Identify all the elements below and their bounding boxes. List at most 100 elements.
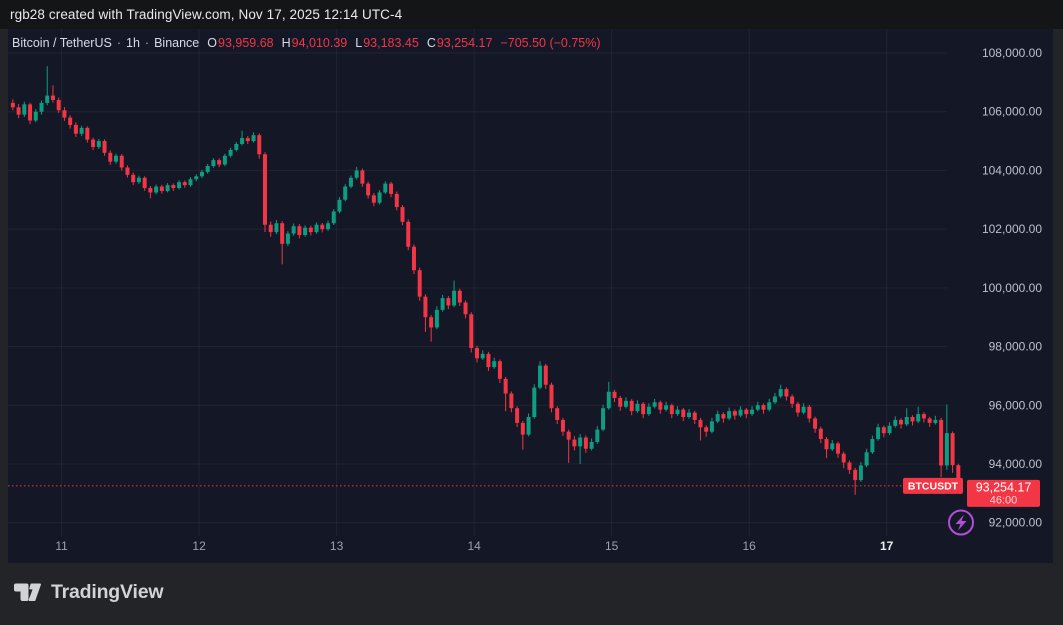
candle[interactable] bbox=[354, 170, 359, 178]
candle[interactable] bbox=[939, 419, 944, 466]
candle[interactable] bbox=[73, 124, 78, 134]
candle[interactable] bbox=[182, 182, 187, 186]
candle[interactable] bbox=[921, 414, 926, 419]
candle[interactable] bbox=[692, 412, 697, 420]
candle[interactable] bbox=[280, 223, 285, 244]
candle[interactable] bbox=[664, 405, 669, 410]
candle[interactable] bbox=[916, 414, 921, 422]
candle[interactable] bbox=[268, 224, 273, 233]
candle[interactable] bbox=[893, 419, 898, 426]
candle[interactable] bbox=[91, 139, 96, 147]
candle[interactable] bbox=[858, 465, 863, 481]
candle[interactable] bbox=[807, 406, 812, 419]
time-axis[interactable]: 11 12 13 14 15 16 17 bbox=[55, 539, 893, 553]
candle[interactable] bbox=[526, 417, 531, 435]
candle[interactable] bbox=[589, 441, 594, 449]
candle[interactable] bbox=[492, 361, 497, 368]
candle[interactable] bbox=[497, 361, 502, 379]
candle[interactable] bbox=[205, 166, 210, 172]
candle[interactable] bbox=[383, 183, 388, 193]
candle[interactable] bbox=[102, 141, 107, 153]
candle[interactable] bbox=[853, 469, 858, 481]
candle[interactable] bbox=[847, 462, 852, 470]
candle[interactable] bbox=[131, 174, 136, 183]
candle[interactable] bbox=[887, 425, 892, 434]
instant-trading-button[interactable] bbox=[948, 509, 974, 536]
candle[interactable] bbox=[423, 296, 428, 318]
candle[interactable] bbox=[222, 155, 227, 165]
candle[interactable] bbox=[813, 418, 818, 429]
candle[interactable] bbox=[217, 160, 222, 165]
candle[interactable] bbox=[28, 104, 33, 121]
candle[interactable] bbox=[578, 437, 583, 447]
candle[interactable] bbox=[314, 224, 319, 233]
candle[interactable] bbox=[171, 185, 176, 189]
candle[interactable] bbox=[520, 422, 525, 435]
candle[interactable] bbox=[612, 391, 617, 398]
candle[interactable] bbox=[297, 226, 302, 236]
candle[interactable] bbox=[601, 408, 606, 430]
candle[interactable] bbox=[727, 411, 732, 419]
candle[interactable] bbox=[148, 188, 153, 193]
candle[interactable] bbox=[904, 417, 909, 425]
symbol-name[interactable]: Bitcoin / TetherUS bbox=[12, 36, 112, 50]
candle[interactable] bbox=[658, 402, 663, 410]
candle[interactable] bbox=[555, 408, 560, 420]
candle[interactable] bbox=[515, 408, 520, 423]
candle[interactable] bbox=[623, 400, 628, 407]
candle[interactable] bbox=[303, 227, 308, 236]
candle[interactable] bbox=[503, 378, 508, 394]
candle[interactable] bbox=[406, 221, 411, 247]
chart-canvas[interactable]: BTCUSDT 93,254.1746:00108,000.00106,000.0… bbox=[8, 29, 1053, 563]
candle[interactable] bbox=[389, 183, 394, 194]
candle[interactable] bbox=[234, 144, 239, 150]
candle[interactable] bbox=[343, 186, 348, 200]
candle[interactable] bbox=[704, 427, 709, 432]
candle[interactable] bbox=[618, 397, 623, 407]
candle[interactable] bbox=[795, 403, 800, 413]
candle[interactable] bbox=[440, 298, 445, 310]
candle[interactable] bbox=[646, 406, 651, 415]
candle[interactable] bbox=[755, 405, 760, 410]
candle[interactable] bbox=[480, 353, 485, 359]
candle[interactable] bbox=[864, 452, 869, 466]
candle[interactable] bbox=[675, 409, 680, 415]
candle[interactable] bbox=[177, 182, 182, 189]
interval-label[interactable]: 1h bbox=[126, 36, 140, 50]
price-axis[interactable]: 108,000.00 106,000.00 104,000.00 102,000.00… bbox=[982, 46, 1042, 530]
candle[interactable] bbox=[944, 433, 949, 466]
candle[interactable] bbox=[767, 402, 772, 410]
candle[interactable] bbox=[326, 223, 331, 230]
candle[interactable] bbox=[560, 419, 565, 432]
candle[interactable] bbox=[125, 167, 130, 175]
candle[interactable] bbox=[641, 403, 646, 415]
candle[interactable] bbox=[572, 439, 577, 447]
candle[interactable] bbox=[876, 427, 881, 440]
candle[interactable] bbox=[452, 290, 457, 306]
candle[interactable] bbox=[721, 414, 726, 419]
candle[interactable] bbox=[669, 405, 674, 415]
candle[interactable] bbox=[910, 417, 915, 422]
candle[interactable] bbox=[245, 138, 250, 142]
candle[interactable] bbox=[348, 177, 353, 187]
candle[interactable] bbox=[10, 102, 15, 108]
candle[interactable] bbox=[457, 290, 462, 303]
candle[interactable] bbox=[463, 302, 468, 315]
candle[interactable] bbox=[337, 199, 342, 212]
candle[interactable] bbox=[331, 211, 336, 224]
candle[interactable] bbox=[79, 127, 84, 134]
candle[interactable] bbox=[881, 427, 886, 434]
candle[interactable] bbox=[606, 391, 611, 409]
candle[interactable] bbox=[835, 443, 840, 454]
candle[interactable] bbox=[394, 193, 399, 208]
candle[interactable] bbox=[119, 155, 124, 168]
candle[interactable] bbox=[291, 226, 296, 234]
candle[interactable] bbox=[830, 443, 835, 450]
candle[interactable] bbox=[274, 223, 279, 233]
candle[interactable] bbox=[824, 439, 829, 450]
candle[interactable] bbox=[85, 127, 90, 140]
candle[interactable] bbox=[62, 110, 67, 118]
candle[interactable] bbox=[543, 365, 548, 385]
candle[interactable] bbox=[801, 406, 806, 413]
candle[interactable] bbox=[165, 185, 170, 191]
